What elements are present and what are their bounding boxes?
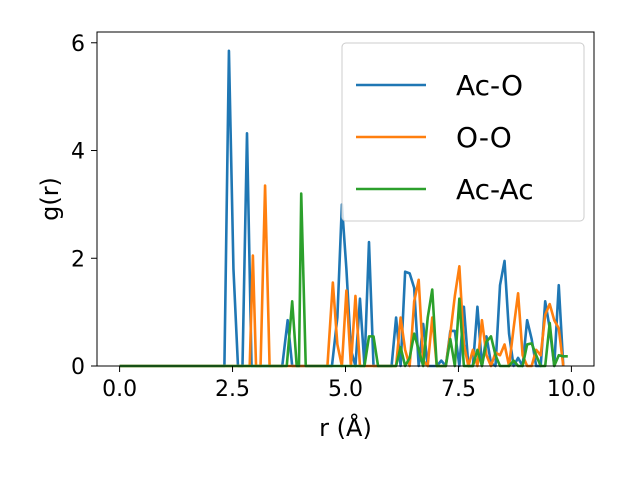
y-tick-label: 4 bbox=[71, 140, 85, 165]
x-tick-label: 2.5 bbox=[215, 377, 250, 402]
legend-label: Ac-Ac bbox=[456, 173, 534, 206]
y-tick-label: 6 bbox=[71, 32, 85, 57]
y-axis-ticks: 0 2 4 6 bbox=[71, 32, 97, 380]
legend-label: O-O bbox=[456, 121, 512, 154]
legend-box bbox=[341, 42, 585, 222]
legend-label: Ac-O bbox=[456, 69, 523, 102]
x-tick-label: 0.0 bbox=[102, 377, 137, 402]
legend: Ac-O O-O Ac-Ac bbox=[341, 42, 585, 222]
x-tick-label: 7.5 bbox=[441, 377, 476, 402]
y-tick-label: 0 bbox=[71, 355, 85, 380]
x-axis-ticks: 0.0 2.5 5.0 7.5 10.0 bbox=[102, 366, 596, 402]
y-tick-label: 2 bbox=[71, 247, 85, 272]
x-tick-label: 5.0 bbox=[328, 377, 363, 402]
x-axis-label: r (Å) bbox=[319, 413, 372, 442]
y-axis-label: g(r) bbox=[36, 177, 64, 221]
x-tick-label: 10.0 bbox=[547, 377, 596, 402]
